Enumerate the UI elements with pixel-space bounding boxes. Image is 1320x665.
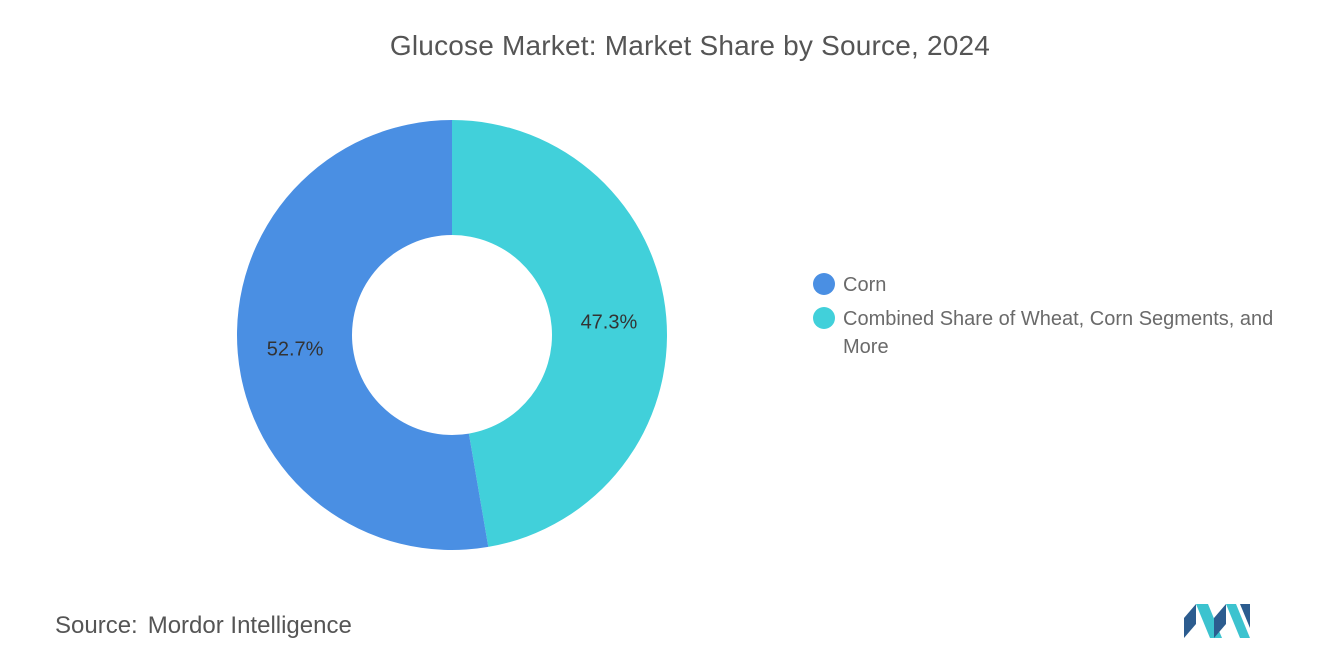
legend-swatch-corn <box>813 273 835 295</box>
source-value: Mordor Intelligence <box>147 612 352 639</box>
data-label-combined-share: 47.3% <box>581 312 638 334</box>
mordor-intelligence-logo-icon <box>1184 604 1250 638</box>
source-key: Source: <box>55 612 138 639</box>
legend-swatch-combined-share <box>813 307 835 329</box>
chart-title: Glucose Market: Market Share by Source, … <box>389 30 991 61</box>
slice-combined-share <box>452 120 667 547</box>
legend-label-combined-share: Combined Share of Wheat, Corn Segments, … <box>843 308 1274 358</box>
data-label-corn: 52.7% <box>267 338 324 360</box>
legend-label-corn: Corn <box>843 274 887 296</box>
legend-item-combined-share: Combined Share of Wheat, Corn Segments, … <box>813 305 1293 361</box>
legend-item-corn: Corn <box>813 271 1293 299</box>
source-note: Source: Mordor Intelligence <box>55 612 352 640</box>
slice-corn <box>236 120 489 550</box>
chart-legend: Corn Combined Share of Wheat, Corn Segme… <box>813 271 1293 367</box>
